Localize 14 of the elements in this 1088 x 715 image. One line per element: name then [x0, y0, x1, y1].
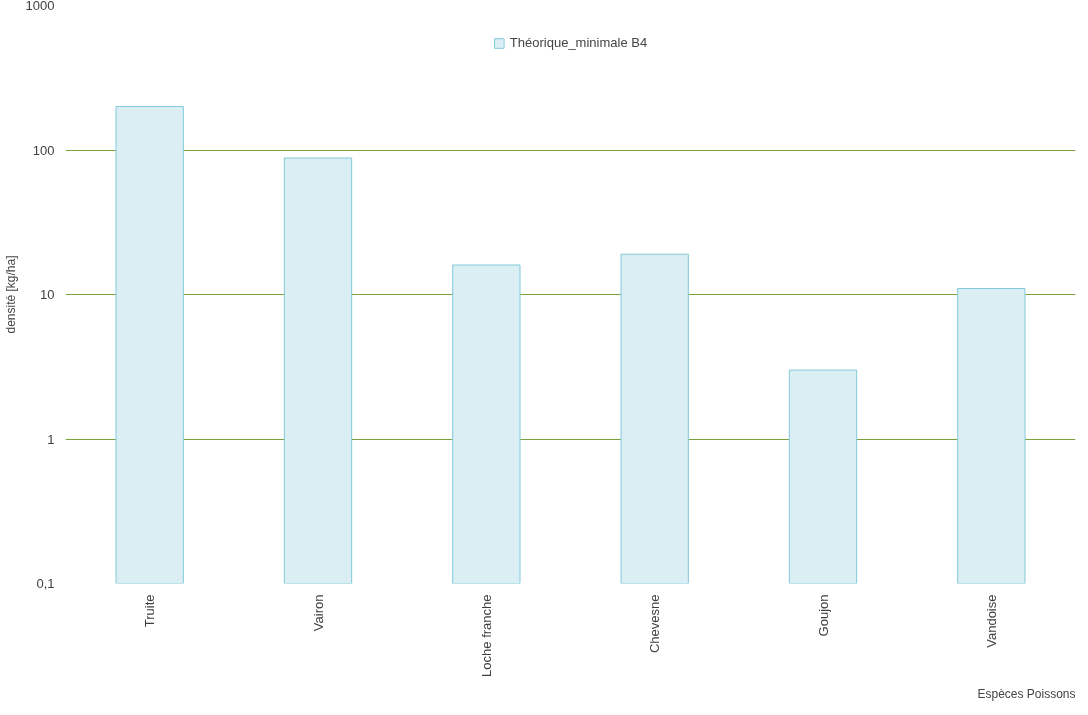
y-tick-label: 0,1 [36, 576, 55, 591]
y-tick-label: 1000 [25, 0, 55, 13]
legend-label: Théorique_minimale B4 [509, 35, 648, 50]
x-tick-label: Truite [142, 594, 158, 628]
x-tick-label: Goujon [815, 594, 831, 637]
x-tick-label: Vairon [310, 594, 326, 632]
y-tick-label: 100 [32, 142, 55, 158]
y-axis-title: densité [kg/ha] [3, 255, 18, 334]
x-axis-title: Espèces Poissons [977, 686, 1076, 701]
y-tick-label: 1 [47, 431, 55, 447]
x-tick-label: Loche franche [478, 594, 494, 677]
x-tick-label: Vandoise [983, 594, 999, 648]
x-tick-label: Chevesne [647, 594, 663, 654]
y-tick-label: 10 [40, 287, 55, 302]
